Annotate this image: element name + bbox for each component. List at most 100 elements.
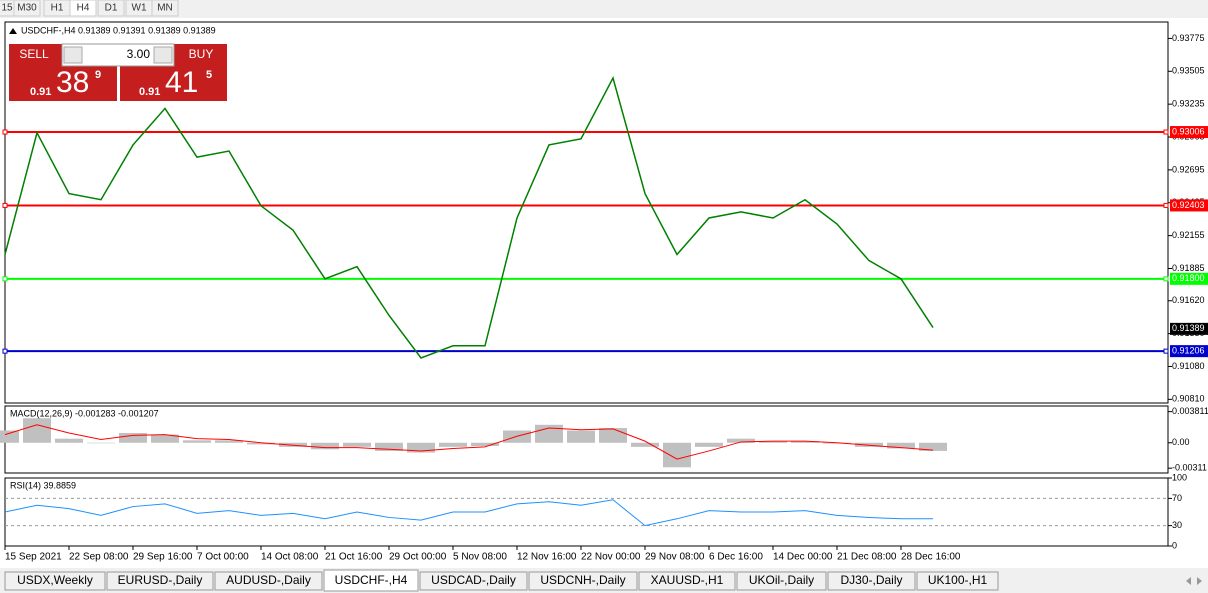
tab[interactable]: [638, 571, 736, 591]
x-tick-label: 12 Nov 16:00: [517, 552, 577, 563]
tab-scroll-left[interactable]: [1186, 577, 1191, 585]
timeframe-label[interactable]: 15: [1, 3, 13, 14]
macd-bar: [23, 418, 51, 443]
tab[interactable]: [4, 571, 106, 591]
tab-label[interactable]: USDX,Weekly: [17, 573, 93, 587]
level-handle[interactable]: [2, 348, 8, 354]
x-tick-label: 29 Sep 16:00: [133, 552, 193, 563]
tab-label[interactable]: DJ30-,Daily: [840, 573, 902, 587]
tab[interactable]: [528, 571, 638, 591]
toolbar: [0, 0, 1208, 17]
y-tick-label: 0.93505: [1172, 66, 1205, 76]
collapse-arrow[interactable]: [9, 28, 17, 34]
y-tick-label: 0.92695: [1172, 164, 1205, 174]
buy-price-big: 41: [165, 66, 198, 99]
tab[interactable]: [106, 571, 214, 591]
macd-bar: [119, 432, 147, 443]
tab[interactable]: [827, 571, 916, 591]
x-tick-label: 21 Dec 08:00: [837, 552, 897, 563]
level-handle[interactable]: [1163, 348, 1169, 354]
sell-price-big: 38: [56, 66, 89, 99]
timeframe-label[interactable]: H4: [77, 3, 90, 14]
macd-bar: [535, 424, 563, 443]
x-tick-label: 28 Dec 16:00: [901, 552, 961, 563]
macd-bar: [887, 442, 915, 449]
timeframe-label[interactable]: MN: [157, 3, 173, 14]
macd-bar: [791, 441, 819, 443]
x-tick-label: 22 Nov 00:00: [581, 552, 641, 563]
panel-title: USDCHF-,H4 0.91389 0.91391 0.91389 0.913…: [21, 25, 216, 35]
macd-bar: [919, 442, 947, 451]
macd-bar: [375, 442, 403, 451]
x-tick-label: 5 Nov 08:00: [453, 552, 507, 563]
level-label: 0.91800: [1172, 273, 1205, 283]
lot-value[interactable]: 3.00: [127, 47, 151, 61]
lot-input[interactable]: [61, 43, 175, 67]
tab[interactable]: [916, 571, 999, 591]
y-tick-label: 0: [1172, 540, 1177, 550]
level-label-box: [1170, 272, 1208, 285]
level-label-box: [1170, 126, 1208, 139]
timeframe-label[interactable]: M30: [17, 3, 37, 14]
timeframe-label[interactable]: H1: [51, 3, 64, 14]
level-handle[interactable]: [1163, 276, 1169, 282]
level-handle[interactable]: [1163, 202, 1169, 208]
macd-bar: [407, 442, 435, 453]
tab[interactable]: [323, 569, 419, 592]
current-price-box: [1170, 322, 1208, 335]
macd-bar: [311, 442, 339, 450]
y-tick-label: 30: [1172, 520, 1182, 530]
level-handle[interactable]: [2, 202, 8, 208]
macd-bar: [759, 441, 787, 443]
level-label: 0.93006: [1172, 126, 1205, 136]
tab-scroll-right[interactable]: [1197, 577, 1202, 585]
macd-bar: [0, 430, 19, 443]
y-tick-label: 100: [1172, 472, 1187, 482]
y-tick-label: 0.90810: [1172, 394, 1205, 404]
sell-price-small: 9: [95, 69, 101, 81]
y-tick-label: 70: [1172, 493, 1182, 503]
y-tick-label: 0.93235: [1172, 99, 1205, 109]
y-tick-label: 0.003811: [1172, 406, 1208, 416]
sell-label[interactable]: SELL: [19, 47, 49, 61]
tab[interactable]: [419, 571, 528, 591]
timeframe-button[interactable]: [97, 0, 125, 17]
timeframe-label[interactable]: D1: [105, 3, 118, 14]
tab-label[interactable]: EURUSD-,Daily: [118, 573, 203, 587]
level-handle[interactable]: [1163, 129, 1169, 135]
buy-label[interactable]: BUY: [189, 47, 214, 61]
tab-label[interactable]: USDCAD-,Daily: [431, 573, 516, 587]
timeframe-label[interactable]: W1: [132, 3, 147, 14]
timeframe-button[interactable]: [69, 0, 97, 17]
y-tick-label: 0.92155: [1172, 230, 1205, 240]
x-tick-label: 14 Oct 08:00: [261, 552, 319, 563]
content: 0.937750.935050.932350.929650.926950.924…: [0, 25, 1208, 563]
macd-bar: [439, 442, 467, 447]
lot-up[interactable]: [153, 46, 173, 64]
timeframe-button[interactable]: [151, 0, 179, 17]
tab-label[interactable]: AUDUSD-,Daily: [226, 573, 311, 587]
x-tick-label: 15 Sep 2021: [5, 552, 62, 563]
level-handle[interactable]: [2, 276, 8, 282]
tab-label[interactable]: USDCNH-,Daily: [540, 573, 625, 587]
macd-bar: [631, 442, 659, 447]
panel-title: RSI(14) 39.8859: [10, 480, 76, 490]
lot-down[interactable]: [63, 46, 83, 64]
tab[interactable]: [736, 571, 827, 591]
tab-label[interactable]: XAUUSD-,H1: [651, 573, 724, 587]
tab-label[interactable]: USDCHF-,H4: [335, 573, 408, 587]
level-label-box: [1170, 199, 1208, 212]
signal-line: [4, 424, 934, 460]
price-line: [4, 75, 934, 359]
tab-label[interactable]: UKOil-,Daily: [749, 573, 814, 587]
tab-label[interactable]: UK100-,H1: [928, 573, 988, 587]
tab[interactable]: [214, 571, 323, 591]
level-label: 0.91206: [1172, 346, 1205, 356]
level-handle[interactable]: [2, 129, 8, 135]
level-label: 0.92403: [1172, 200, 1205, 210]
price-panel: [4, 21, 1169, 404]
y-tick-label: 0.00: [1172, 437, 1190, 447]
timeframe-button[interactable]: [13, 0, 41, 17]
